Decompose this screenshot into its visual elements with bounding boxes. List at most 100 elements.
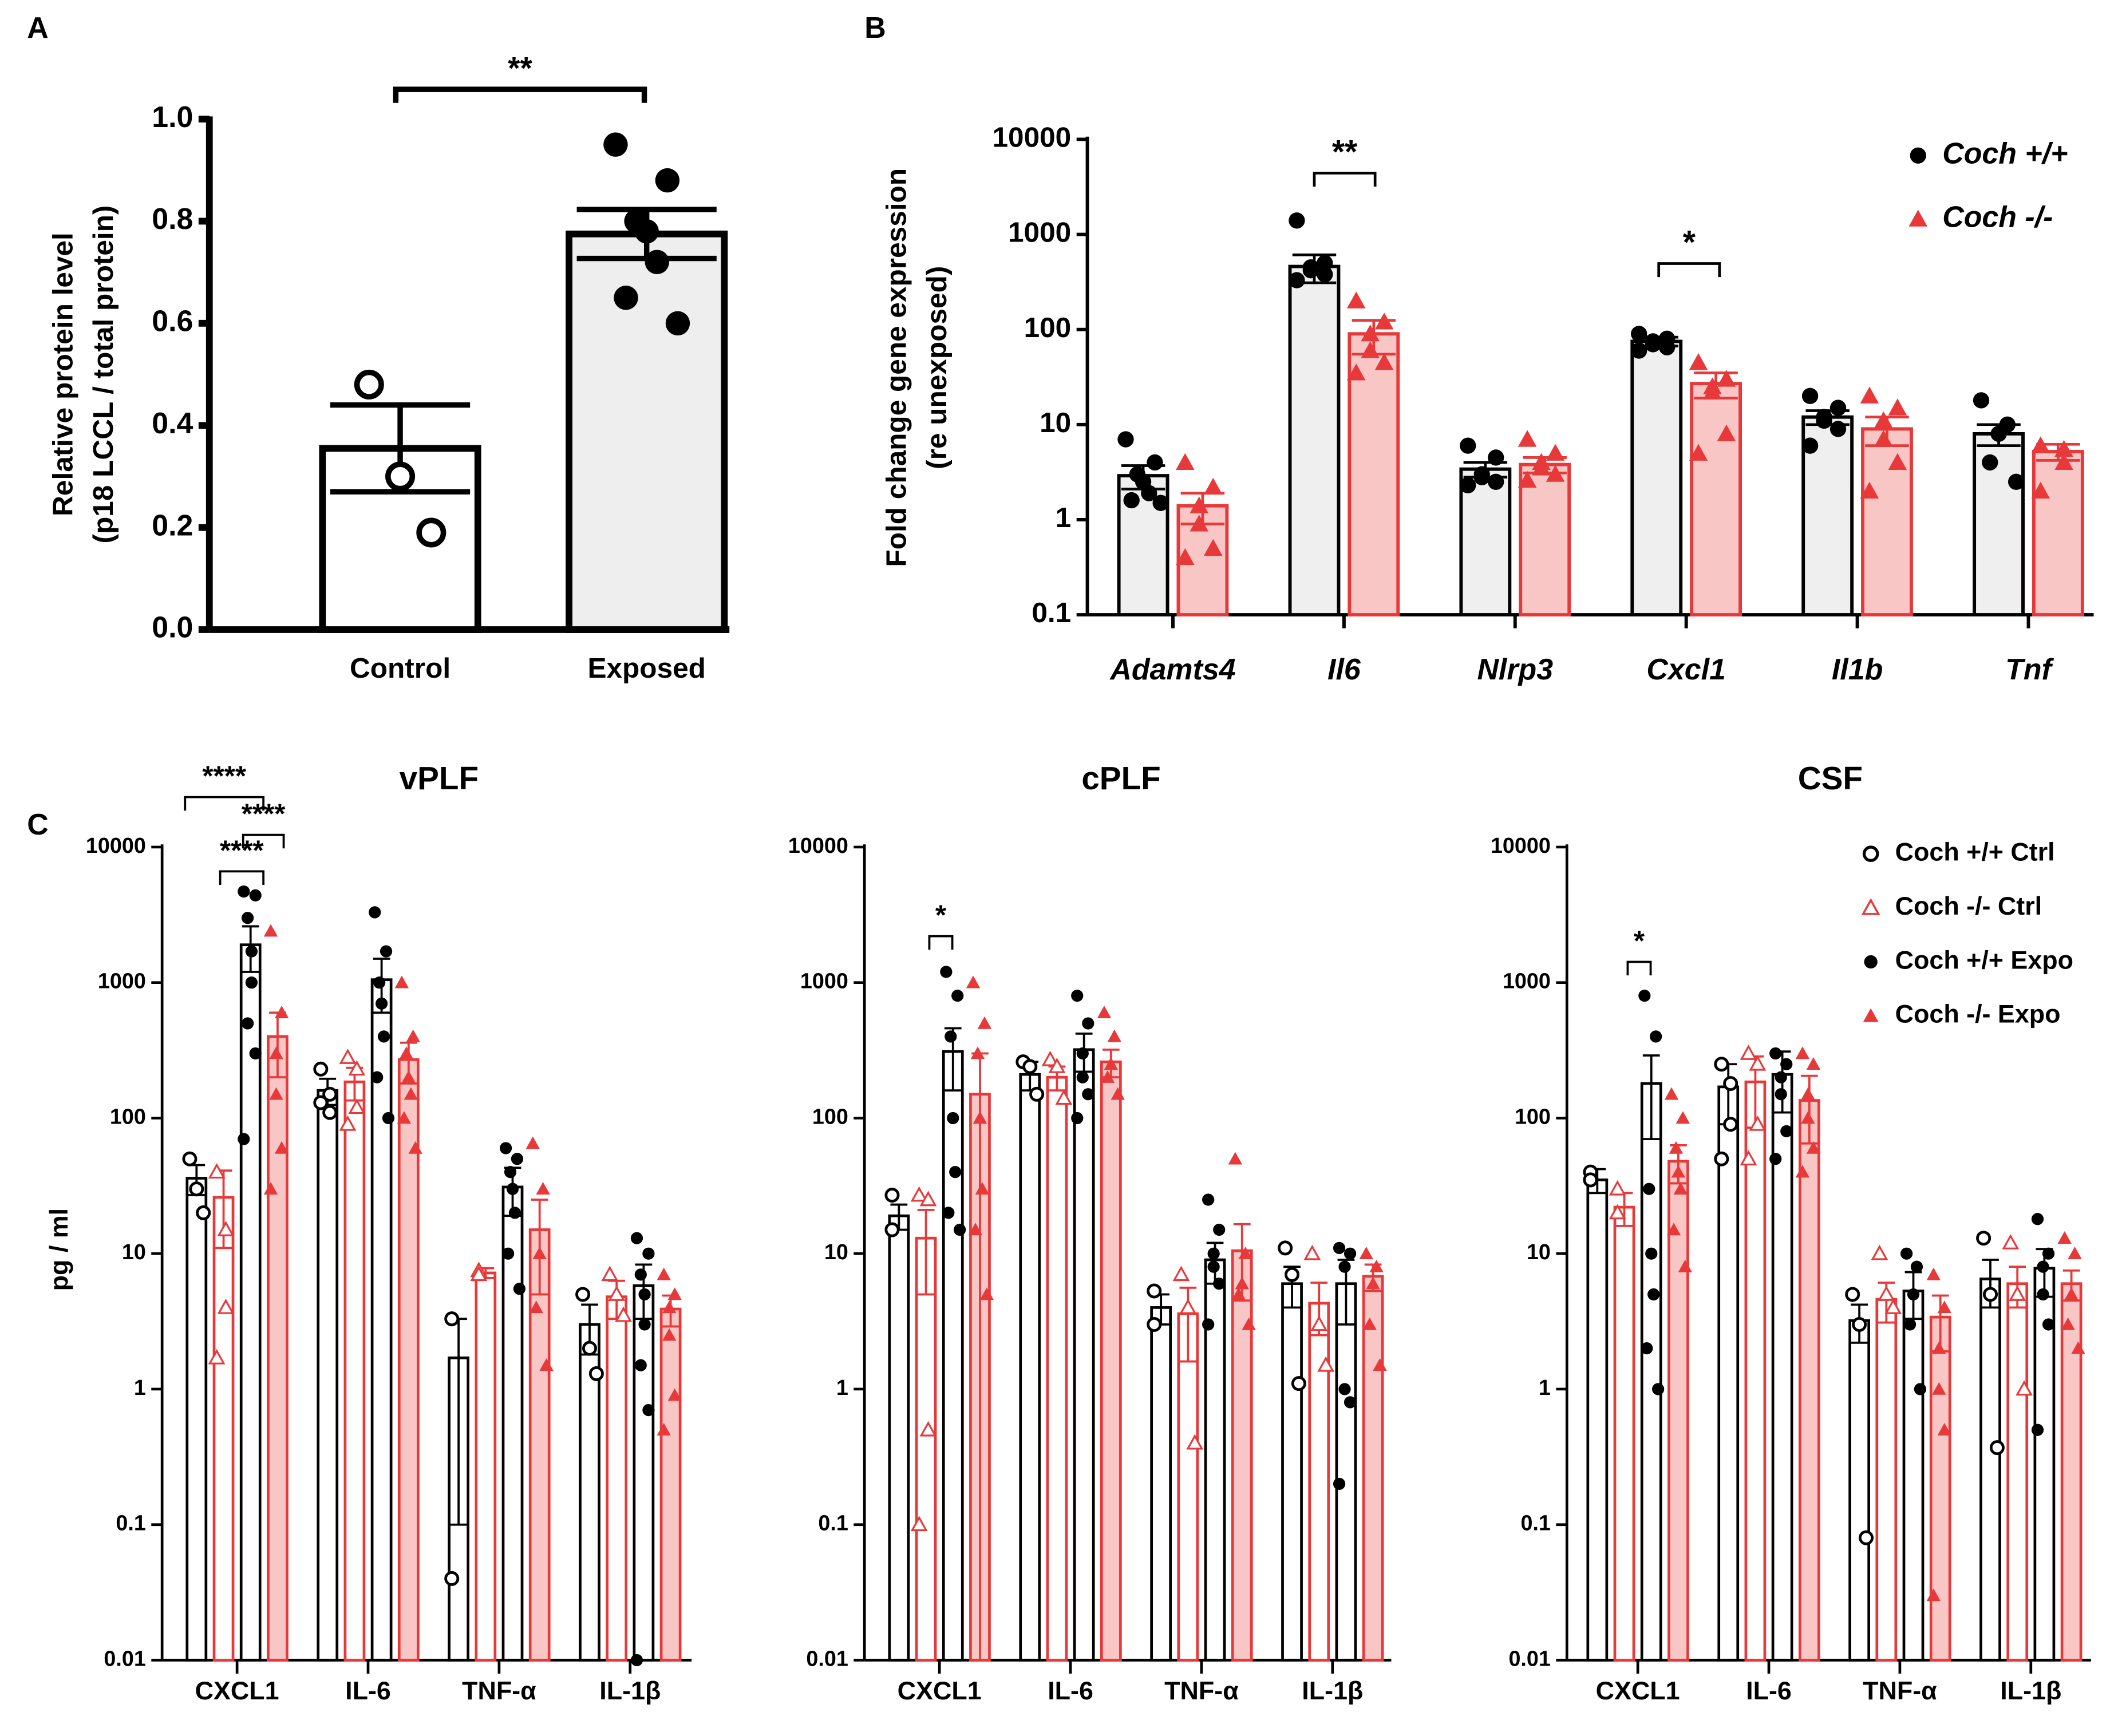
legend-marker [1910, 147, 1926, 164]
data-point [394, 975, 409, 988]
data-point [1317, 1356, 1335, 1372]
data-point [1317, 255, 1333, 271]
data-point [1071, 1112, 1084, 1125]
data-point [348, 1060, 366, 1076]
bar [1288, 264, 1341, 617]
data-point [1152, 495, 1169, 511]
significance-bracket [1626, 960, 1652, 976]
data-point [2031, 1423, 2044, 1436]
y-tick-label: 10 [1527, 1240, 1551, 1264]
bar [2033, 1267, 2056, 1662]
data-point [1740, 1044, 1757, 1060]
bar [1177, 1312, 1199, 1662]
data-point [1202, 1193, 1215, 1206]
data-point [348, 1098, 366, 1114]
y-tick-label: 10000 [1491, 833, 1551, 857]
significance-label: **** [220, 835, 264, 866]
significance-bracket [242, 833, 285, 849]
data-point [910, 1516, 928, 1532]
data-point [1775, 1071, 1787, 1083]
data-point [1343, 1396, 1357, 1409]
data-point [1740, 1150, 1757, 1166]
data-point [1631, 326, 1647, 342]
y-tick-label: 0.01 [806, 1646, 848, 1670]
data-point [1176, 453, 1195, 470]
data-point [1176, 548, 1195, 566]
data-point [1937, 1300, 1952, 1314]
chart-title: cPLF [1081, 761, 1160, 797]
data-point [1202, 1318, 1215, 1331]
x-tick-label: Adamts4 [1109, 653, 1235, 686]
bar [1073, 1048, 1095, 1662]
data-point [642, 1247, 655, 1260]
data-point [1645, 336, 1661, 353]
data-point [1780, 1125, 1793, 1137]
bar [2060, 1282, 2083, 1662]
data-point [1874, 430, 1893, 447]
data-point [322, 1105, 338, 1120]
y-tick-label: 10 [1040, 406, 1071, 438]
data-point [196, 1205, 211, 1220]
y-tick-label: 10000 [86, 833, 146, 857]
y-axis-label: pg / ml [44, 1208, 73, 1291]
data-point [1291, 1376, 1306, 1391]
data-point [1203, 539, 1223, 556]
data-point [1123, 492, 1140, 509]
data-point [1100, 1070, 1115, 1083]
bar [1875, 1298, 1898, 1662]
data-point [657, 1267, 671, 1280]
bar [1690, 382, 1742, 617]
significance-bracket [1657, 262, 1721, 278]
bar [633, 1284, 655, 1662]
y-tick-label: 100 [110, 1104, 146, 1128]
data-point [1213, 1278, 1226, 1290]
data-point [2042, 1318, 2055, 1331]
bar [606, 1295, 628, 1662]
data-point [269, 1046, 283, 1059]
data-point [1082, 1088, 1094, 1101]
data-point [1990, 425, 2007, 442]
bar [1717, 1085, 1740, 1662]
data-point [603, 132, 628, 157]
bar [1979, 1278, 2001, 1662]
data-point [919, 1421, 937, 1437]
data-point [513, 1283, 526, 1295]
data-point [657, 1423, 671, 1436]
data-point [1303, 1244, 1321, 1260]
legend-marker [1864, 955, 1878, 969]
bar [1744, 1080, 1767, 1662]
data-point [1518, 470, 1537, 488]
bar [2032, 450, 2084, 617]
data-point [1346, 363, 1366, 381]
data-point [373, 976, 386, 989]
y-tick-label: 10 [122, 1240, 146, 1264]
data-point [1518, 430, 1537, 447]
data-point [1641, 1342, 1653, 1355]
data-point [1147, 454, 1163, 471]
data-point [1795, 1165, 1810, 1178]
bar [1613, 1205, 1635, 1662]
x-tick-label: Exposed [587, 652, 706, 684]
data-point [979, 1287, 994, 1300]
x-tick-label: Il1b [1832, 653, 1883, 686]
x-tick-label: CXCL1 [195, 1676, 279, 1705]
data-point [2016, 1380, 2033, 1396]
data-point [1910, 1260, 1923, 1273]
x-tick-label: IL-1β [599, 1676, 661, 1705]
y-axis-label: (re unexposed) [920, 266, 953, 469]
data-point [525, 1136, 540, 1149]
y-tick-label: 0.1 [818, 1511, 848, 1535]
x-tick-label: TNF-α [1863, 1676, 1937, 1705]
data-point [416, 517, 446, 548]
x-tick-label: IL-6 [345, 1676, 391, 1705]
y-tick-label: 1.0 [152, 101, 193, 134]
data-point [1117, 431, 1134, 448]
data-point [1374, 353, 1394, 370]
y-tick-label: 0.1 [1032, 596, 1071, 628]
data-point [1532, 458, 1551, 476]
y-tick-label: 0.1 [116, 1511, 145, 1535]
y-tick-label: 100 [1515, 1104, 1551, 1128]
data-point [575, 1287, 591, 1302]
data-point [1749, 1115, 1767, 1131]
data-point [1829, 400, 1847, 416]
